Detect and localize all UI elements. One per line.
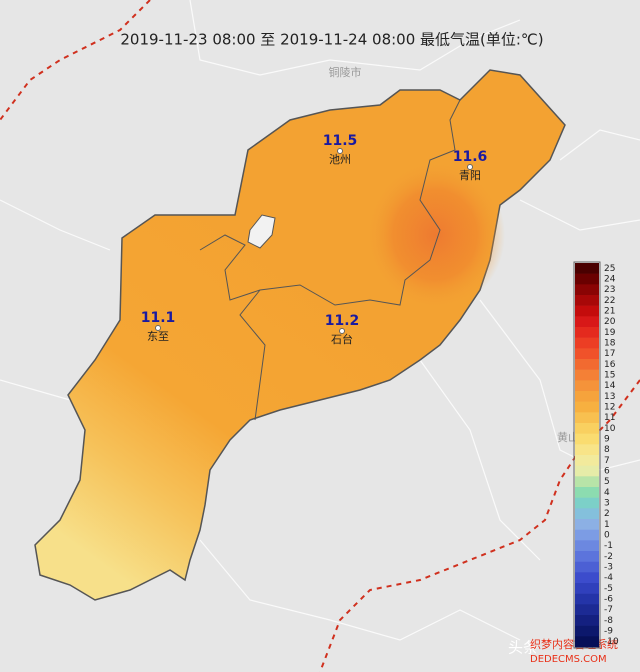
county-borders [199, 99, 461, 421]
legend-label: 23 [604, 285, 615, 295]
legend-label: -9 [604, 627, 613, 637]
legend-label: -8 [604, 616, 613, 626]
legend-label: 12 [604, 403, 615, 413]
station-name: 青阳 [459, 169, 481, 182]
legend-swatch [575, 348, 599, 360]
lake [247, 214, 276, 249]
legend-label: -2 [604, 552, 613, 562]
station-name: 池州 [329, 153, 351, 166]
station-value: 11.5 [323, 133, 358, 149]
legend-swatch [575, 316, 599, 328]
legend-swatch [575, 583, 599, 594]
legend-label: 20 [604, 317, 616, 327]
legend-label: -3 [604, 563, 613, 573]
legend-swatch [575, 263, 599, 274]
legend-swatch [575, 615, 599, 626]
legend-label: 14 [604, 381, 616, 391]
legend-label: -4 [604, 573, 613, 583]
legend-swatch [575, 487, 599, 498]
place-label: 铜陵市 [329, 65, 362, 79]
legend-swatch [575, 551, 599, 562]
legend-swatch [575, 423, 599, 434]
legend-swatch [575, 604, 599, 616]
legend-label: -5 [604, 584, 613, 594]
legend-label: 2 [604, 509, 610, 519]
legend-label: 16 [604, 360, 616, 370]
watermark-logo: 头条 [508, 639, 538, 657]
station-value: 11.1 [141, 310, 176, 326]
legend-swatch [575, 465, 599, 477]
legend-frame [573, 261, 601, 649]
legend-label: 25 [604, 264, 615, 274]
title: 2019-11-23 08:00 至 2019-11-24 08:00 最低气温… [120, 31, 543, 49]
legend-swatch [575, 636, 599, 648]
legend-label: 21 [604, 307, 615, 317]
legend-swatch [575, 455, 599, 466]
legend-label: 10 [604, 424, 616, 434]
legend-label: 0 [604, 531, 610, 541]
legend-label: 18 [604, 339, 616, 349]
legend-swatch [575, 593, 599, 605]
legend-label: 3 [604, 499, 610, 509]
legend-swatch [575, 625, 599, 637]
legend-swatch [575, 572, 599, 584]
legend-label: 4 [604, 488, 610, 498]
legend-swatch [575, 508, 599, 520]
station-dot [155, 325, 161, 331]
legend-label: 13 [604, 392, 615, 402]
legend-label: -6 [604, 595, 613, 605]
legend-swatch [575, 337, 599, 349]
legend-swatch [575, 401, 599, 413]
legend-swatch [575, 433, 599, 445]
legend-swatch [575, 273, 599, 285]
station-value: 11.6 [453, 149, 488, 165]
legend-swatch [575, 519, 599, 530]
station-dot [337, 148, 343, 154]
watermark: 头条 织梦内容管理系统 DEDECMS.COM [508, 637, 618, 665]
legend-swatch [575, 497, 599, 509]
station-value: 11.2 [325, 313, 360, 329]
legend-swatch [575, 380, 599, 392]
background-lines [0, 0, 640, 641]
legend-swatch [575, 369, 599, 381]
station-name: 石台 [331, 332, 353, 346]
station-name: 东至 [147, 330, 169, 343]
legend-label: -7 [604, 605, 613, 615]
legend-label: 9 [604, 435, 610, 445]
legend-swatch [575, 444, 599, 456]
station-dot [339, 328, 345, 334]
legend-label: 24 [604, 275, 616, 285]
legend-label: 17 [604, 349, 615, 359]
legend-swatch [575, 305, 599, 317]
legend-swatch [575, 284, 599, 296]
warm-area [365, 160, 505, 310]
legend-swatch [575, 391, 599, 402]
legend-label: 7 [604, 456, 610, 466]
legend-swatch [575, 412, 599, 424]
legend-label: 1 [604, 520, 610, 530]
legend-label: 11 [604, 413, 615, 423]
legend-label: 8 [604, 445, 610, 455]
station-dot [467, 164, 473, 170]
legend-label: 6 [604, 467, 610, 477]
legend-label: 19 [604, 328, 616, 338]
legend-swatch [575, 529, 599, 541]
legend-swatch [575, 295, 599, 306]
legend-label: -10 [604, 637, 619, 647]
legend-swatch [575, 359, 599, 370]
legend-label: -1 [604, 541, 613, 551]
legend-label: 15 [604, 371, 615, 381]
legend-label: 5 [604, 477, 610, 487]
legend-swatch [575, 561, 599, 573]
legend-label: 22 [604, 296, 615, 306]
watermark-line: DEDECMS.COM [530, 654, 607, 665]
legend-swatch [575, 540, 599, 552]
legend-swatch [575, 327, 599, 338]
legend-swatch [575, 476, 599, 488]
